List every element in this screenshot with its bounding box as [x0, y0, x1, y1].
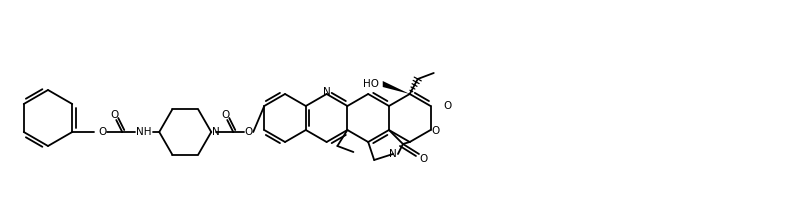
- Text: O: O: [444, 101, 452, 111]
- Text: O: O: [244, 127, 252, 137]
- Text: O: O: [221, 110, 229, 120]
- Polygon shape: [383, 81, 410, 94]
- Text: HO: HO: [362, 79, 379, 89]
- Text: O: O: [431, 126, 440, 136]
- Text: O: O: [98, 127, 106, 137]
- Text: NH: NH: [136, 127, 152, 137]
- Text: N: N: [323, 87, 330, 97]
- Text: O: O: [420, 154, 428, 164]
- Text: N: N: [213, 127, 220, 137]
- Text: O: O: [110, 110, 118, 120]
- Text: N: N: [389, 149, 397, 159]
